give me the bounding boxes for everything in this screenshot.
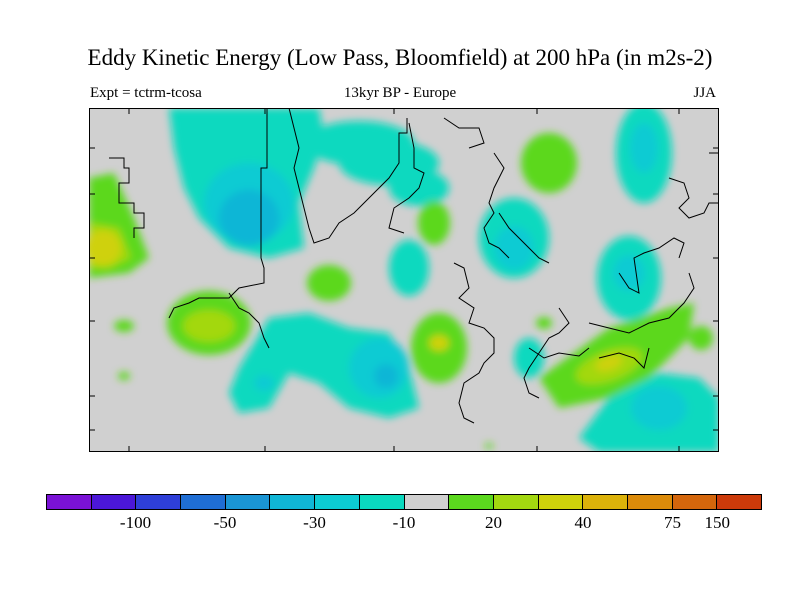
colorbar-box (359, 495, 405, 509)
colorbar-tick-label: 20 (485, 513, 502, 532)
colorbar-tick-label: -50 (213, 513, 237, 532)
colorbar-box (315, 495, 360, 509)
experiment-label: Expt = tctrm-tcosa (90, 85, 202, 101)
colorbar-tick-label: -10 (392, 513, 416, 532)
map-frame (89, 108, 719, 452)
coastlines (109, 108, 719, 424)
colorbar-box (270, 495, 316, 509)
colorbar-box (47, 495, 92, 509)
colorbar-box (717, 495, 761, 509)
colorbar-box (225, 495, 271, 509)
colorbar-box (627, 495, 673, 509)
colorbar-box (583, 495, 628, 509)
colorbar-tick-label: 150 (704, 513, 731, 532)
field-map (89, 108, 719, 452)
colorbar-box (493, 495, 539, 509)
period-region-label: 13kyr BP - Europe (343, 85, 457, 101)
colorbar-tick-label: 75 (664, 513, 681, 532)
colorbar-box (404, 495, 450, 509)
colorbar-tick-label: -100 (119, 513, 152, 532)
colorbar-box (449, 495, 494, 509)
colorbar (46, 494, 762, 510)
season-label: JJA (693, 85, 716, 101)
colorbar-tick-label: -30 (303, 513, 326, 532)
map-panel (89, 108, 719, 452)
map-title: Eddy Kinetic Energy (Low Pass, Bloomfiel… (87, 45, 713, 70)
colorbar-box (181, 495, 226, 509)
contour-fill (89, 108, 719, 452)
colorbar-tick-labels: -100 -50 -30 -10 20 40 75 150 (46, 510, 762, 540)
colorbar-box (672, 495, 718, 509)
colorbar-box (136, 495, 182, 509)
colorbar-box (91, 495, 137, 509)
colorbar-box (538, 495, 584, 509)
colorbar-tick-label: 40 (574, 513, 592, 532)
